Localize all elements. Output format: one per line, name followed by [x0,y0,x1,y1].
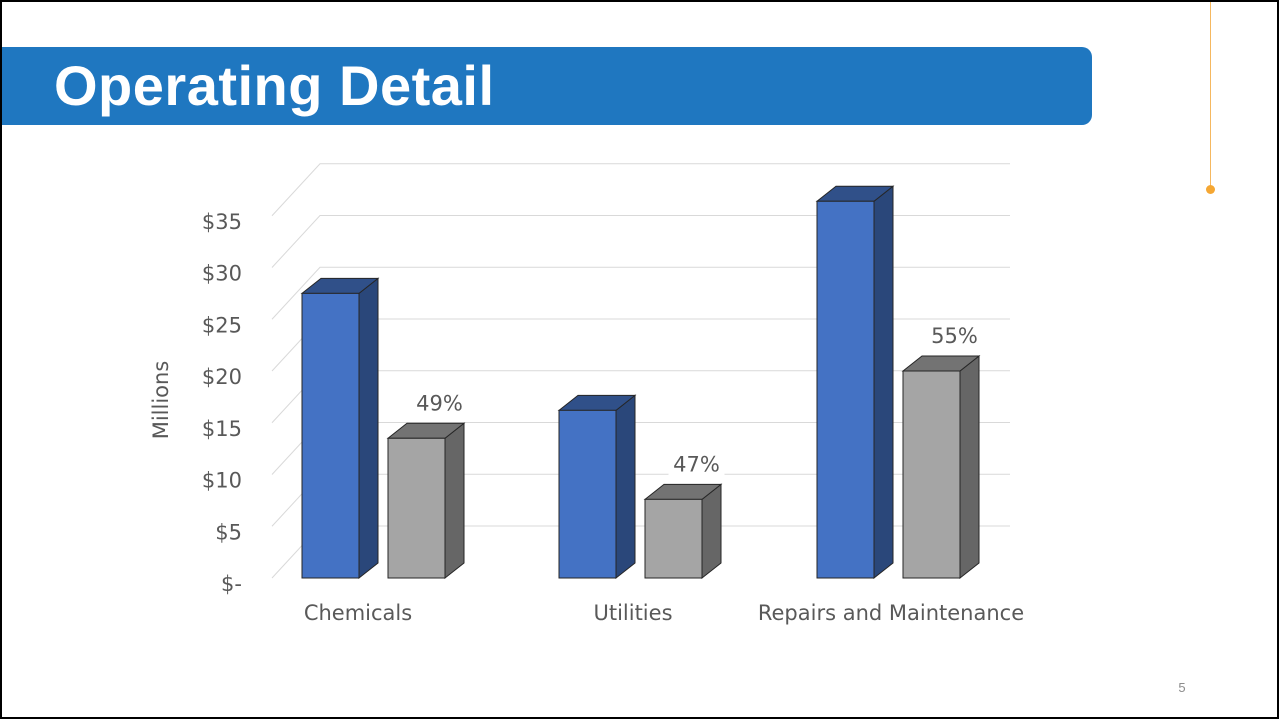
accent-dot [1206,185,1215,194]
gridline [271,215,1010,268]
y-tick-label: $25 [202,313,242,337]
gridline [271,163,1010,217]
gridline [271,370,1010,424]
x-category-label: Chemicals [304,601,412,625]
y-tick-label: $15 [202,417,242,441]
title-band: Operating Detail [2,47,1092,125]
y-tick-label: $35 [202,210,242,234]
data-label: 47% [673,452,720,476]
data-label-bg [926,321,983,349]
x-category-label: Repairs and Maintenance [758,601,1024,625]
gridline [271,266,1010,320]
accent-line [1210,2,1211,188]
gridline [271,422,1010,475]
bar-gray-side [701,483,722,580]
y-tick-label: $- [221,572,242,596]
bar-gray [387,437,446,579]
page-number: 5 [1178,680,1186,695]
y-tick-label: $10 [202,469,242,493]
bar-blue [816,200,875,579]
bar-gray [902,370,961,579]
y-axis-label: Millions [149,361,173,440]
data-label: 49% [416,391,463,415]
gridline [271,318,1010,372]
bar-gray [644,498,703,579]
y-tick-label: $20 [202,365,242,389]
bar-blue-side [358,277,379,580]
bar-blue [558,409,617,579]
data-label: 55% [931,324,978,348]
bar-blue-side [615,394,636,580]
bar-blue [301,292,360,579]
x-category-label: Utilities [593,601,672,625]
y-tick-label: $5 [215,520,242,544]
slide-title: Operating Detail [54,54,495,117]
y-tick-label: $30 [202,262,242,286]
bar-gray-side [959,354,980,580]
bar-blue-side [873,185,894,580]
data-label-bg [411,388,468,417]
bar-gray-side [444,422,465,580]
data-label-bg [668,449,725,478]
gridline [271,473,1010,527]
gridline [271,525,1010,579]
